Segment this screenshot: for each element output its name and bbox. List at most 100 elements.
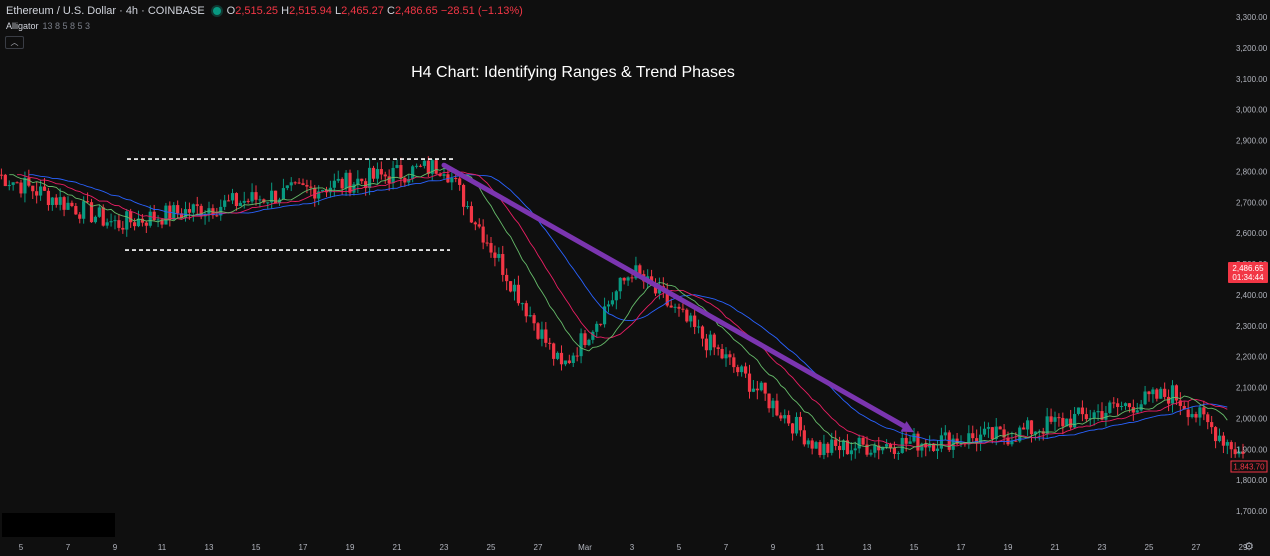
candle-body (27, 177, 31, 186)
candle-body (618, 277, 622, 292)
candle-body (881, 446, 885, 451)
candle-body (1104, 412, 1108, 420)
candle-body (610, 300, 615, 305)
candle-body (1014, 440, 1018, 442)
candle-body (485, 242, 489, 244)
candle-body (493, 252, 497, 258)
candle-body (144, 222, 148, 226)
price-tick-label: 1,700.00 (1236, 507, 1268, 516)
candle-body (179, 213, 184, 218)
candle-body (360, 178, 364, 182)
candle-body (853, 448, 857, 451)
candle-body (340, 178, 344, 189)
time-tick-label: 3 (630, 543, 635, 552)
candle-body (1088, 418, 1092, 420)
candle-body (454, 177, 458, 179)
candle-body (1127, 403, 1132, 408)
candle-body (747, 373, 752, 392)
candle-body (552, 343, 556, 359)
candle-body (505, 274, 509, 282)
candle-body (1190, 414, 1194, 418)
candle-body (548, 342, 552, 344)
candle-body (238, 202, 242, 206)
candle-body (199, 205, 203, 217)
price-tick-label: 2,400.00 (1236, 291, 1268, 300)
candle-body (700, 326, 705, 339)
time-tick-label: 7 (66, 543, 71, 552)
price-tick-label: 1,900.00 (1236, 445, 1268, 454)
candle-body (689, 315, 693, 322)
candle-body (136, 218, 141, 227)
candle-body (740, 366, 744, 373)
candle-body (990, 427, 994, 440)
candle-body (195, 204, 199, 206)
collapse-chevron-icon[interactable]: ︿ (5, 36, 24, 49)
indicator-legend[interactable]: Alligator 13 8 5 8 5 3 (6, 21, 90, 31)
candle-body (540, 329, 544, 339)
last-price-value: 2,486.65 (1232, 264, 1264, 273)
candle-body (1151, 389, 1155, 395)
candle-body (1198, 407, 1202, 418)
candle-body (313, 187, 317, 199)
candle-body (1119, 405, 1124, 407)
time-tick-label: 27 (534, 543, 543, 552)
candle-body (685, 309, 689, 322)
candle-body (1116, 403, 1120, 407)
price-tick-label: 3,300.00 (1236, 13, 1268, 22)
candle-body (348, 172, 352, 193)
candle-body (132, 222, 137, 227)
candle-body (912, 433, 916, 442)
candle-body (986, 427, 991, 429)
candle-body (579, 333, 583, 357)
candle-body (250, 192, 254, 202)
candle-body (1206, 414, 1210, 423)
candle-body (712, 334, 716, 348)
candle-body (121, 227, 125, 230)
time-tick-label: 21 (393, 543, 402, 552)
candle-body (465, 206, 470, 208)
candle-body (708, 334, 712, 351)
time-tick-label: 19 (1004, 543, 1013, 552)
candle-body (555, 352, 560, 359)
candle-body (152, 211, 156, 221)
candle-body (164, 205, 168, 225)
candle-body (367, 167, 372, 189)
candle-body (508, 281, 513, 292)
time-tick-label: 5 (19, 543, 24, 552)
candle-body (1139, 404, 1143, 411)
candle-body (677, 306, 681, 309)
candle-body (176, 205, 180, 214)
candle-body (767, 393, 771, 409)
candle-body (23, 177, 27, 194)
candle-body (422, 160, 427, 166)
indicator-name: Alligator (6, 21, 39, 31)
candle-body (399, 165, 403, 178)
candle-body (93, 216, 98, 223)
time-tick-label: 13 (205, 543, 214, 552)
candles-layer (0, 156, 1245, 461)
candle-body (1100, 411, 1104, 420)
symbol-name[interactable]: Ethereum / U.S. Dollar · 4h · COINBASE (6, 5, 205, 17)
price-tick-label: 3,000.00 (1236, 106, 1268, 115)
candle-body (1182, 405, 1186, 410)
candle-body (266, 202, 270, 204)
candle-body (1002, 429, 1006, 438)
candle-body (630, 277, 634, 279)
candle-body (1076, 407, 1081, 414)
candle-body (583, 333, 587, 346)
candle-body (3, 174, 7, 187)
candle-body (1029, 420, 1034, 435)
candle-body (571, 355, 575, 364)
candle-body (430, 160, 434, 174)
time-tick-label: Mar (578, 543, 592, 552)
candle-body (481, 226, 485, 243)
candle-body (736, 367, 740, 373)
candle-body (89, 202, 94, 223)
candle-body (226, 200, 231, 202)
candle-body (1025, 420, 1030, 430)
time-tick-label: 29 (1239, 543, 1248, 552)
time-tick-label: 21 (1051, 543, 1060, 552)
settings-gear-icon[interactable]: ⚙ (1244, 541, 1254, 553)
candle-body (826, 443, 830, 453)
